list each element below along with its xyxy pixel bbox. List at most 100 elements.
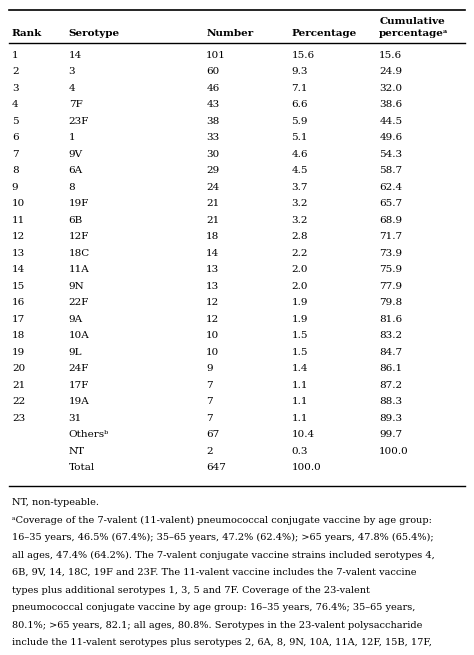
- Text: 84.7: 84.7: [379, 348, 402, 357]
- Text: 15: 15: [12, 282, 25, 291]
- Text: 2.0: 2.0: [292, 265, 308, 274]
- Text: 86.1: 86.1: [379, 364, 402, 373]
- Text: 6B: 6B: [69, 216, 83, 225]
- Text: 54.3: 54.3: [379, 150, 402, 159]
- Text: Percentage: Percentage: [292, 29, 357, 39]
- Text: 9A: 9A: [69, 315, 83, 324]
- Text: 101: 101: [206, 51, 226, 60]
- Text: 87.2: 87.2: [379, 381, 402, 390]
- Text: 17F: 17F: [69, 381, 89, 390]
- Text: 99.7: 99.7: [379, 430, 402, 440]
- Text: 44.5: 44.5: [379, 117, 402, 126]
- Text: 9L: 9L: [69, 348, 82, 357]
- Text: 100.0: 100.0: [292, 463, 321, 472]
- Text: 12F: 12F: [69, 233, 89, 242]
- Text: 9V: 9V: [69, 150, 83, 159]
- Text: 17: 17: [12, 315, 25, 324]
- Text: 2.2: 2.2: [292, 249, 308, 258]
- Text: 12: 12: [206, 299, 219, 307]
- Text: 60: 60: [206, 67, 219, 77]
- Text: 13: 13: [12, 249, 25, 258]
- Text: 18C: 18C: [69, 249, 90, 258]
- Text: 33: 33: [206, 134, 219, 142]
- Text: 1.1: 1.1: [292, 414, 308, 423]
- Text: 22F: 22F: [69, 299, 89, 307]
- Text: 9: 9: [12, 183, 18, 192]
- Text: 2.0: 2.0: [292, 282, 308, 291]
- Text: 7: 7: [206, 398, 213, 406]
- Text: 24: 24: [206, 183, 219, 192]
- Text: 5.9: 5.9: [292, 117, 308, 126]
- Text: 7: 7: [206, 414, 213, 423]
- Text: 3.2: 3.2: [292, 199, 308, 208]
- Text: 8: 8: [69, 183, 75, 192]
- Text: 38.6: 38.6: [379, 100, 402, 109]
- Text: 80.1%; >65 years, 82.1; all ages, 80.8%. Serotypes in the 23-valent polysacchari: 80.1%; >65 years, 82.1; all ages, 80.8%.…: [12, 620, 422, 629]
- Text: 1.4: 1.4: [292, 364, 308, 373]
- Text: Othersᵇ: Othersᵇ: [69, 430, 109, 440]
- Text: 67: 67: [206, 430, 219, 440]
- Text: 5.1: 5.1: [292, 134, 308, 142]
- Text: 4.5: 4.5: [292, 166, 308, 176]
- Text: 1: 1: [69, 134, 75, 142]
- Text: 647: 647: [206, 463, 226, 472]
- Text: 19F: 19F: [69, 199, 89, 208]
- Text: 43: 43: [206, 100, 219, 109]
- Text: 1.1: 1.1: [292, 381, 308, 390]
- Text: 22: 22: [12, 398, 25, 406]
- Text: 6B, 9V, 14, 18C, 19F and 23F. The 11-valent vaccine includes the 7-valent vaccin: 6B, 9V, 14, 18C, 19F and 23F. The 11-val…: [12, 568, 416, 577]
- Text: 10A: 10A: [69, 331, 90, 341]
- Text: 16–35 years, 46.5% (67.4%); 35–65 years, 47.2% (62.4%); >65 years, 47.8% (65.4%): 16–35 years, 46.5% (67.4%); 35–65 years,…: [12, 533, 434, 542]
- Text: NT: NT: [69, 447, 85, 456]
- Text: 83.2: 83.2: [379, 331, 402, 341]
- Text: 9.3: 9.3: [292, 67, 308, 77]
- Text: 13: 13: [206, 265, 219, 274]
- Text: 15.6: 15.6: [379, 51, 402, 60]
- Text: 19A: 19A: [69, 398, 90, 406]
- Text: 12: 12: [12, 233, 25, 242]
- Text: 75.9: 75.9: [379, 265, 402, 274]
- Text: 10.4: 10.4: [292, 430, 315, 440]
- Text: 23: 23: [12, 414, 25, 423]
- Text: 14: 14: [12, 265, 25, 274]
- Text: 21: 21: [206, 199, 219, 208]
- Text: NT, non-typeable.: NT, non-typeable.: [12, 498, 99, 507]
- Text: 9N: 9N: [69, 282, 84, 291]
- Text: 14: 14: [206, 249, 219, 258]
- Text: 6.6: 6.6: [292, 100, 308, 109]
- Text: 31: 31: [69, 414, 82, 423]
- Text: 6A: 6A: [69, 166, 83, 176]
- Text: 12: 12: [206, 315, 219, 324]
- Text: 89.3: 89.3: [379, 414, 402, 423]
- Text: ᵃCoverage of the 7-valent (11-valent) pneumococcal conjugate vaccine by age grou: ᵃCoverage of the 7-valent (11-valent) pn…: [12, 515, 432, 525]
- Text: 24.9: 24.9: [379, 67, 402, 77]
- Text: 16: 16: [12, 299, 25, 307]
- Text: 10: 10: [12, 199, 25, 208]
- Text: 2.8: 2.8: [292, 233, 308, 242]
- Text: 9: 9: [206, 364, 213, 373]
- Text: 81.6: 81.6: [379, 315, 402, 324]
- Text: 7F: 7F: [69, 100, 82, 109]
- Text: 49.6: 49.6: [379, 134, 402, 142]
- Text: 29: 29: [206, 166, 219, 176]
- Text: 3.7: 3.7: [292, 183, 308, 192]
- Text: 58.7: 58.7: [379, 166, 402, 176]
- Text: percentageᵃ: percentageᵃ: [379, 29, 449, 39]
- Text: 6: 6: [12, 134, 18, 142]
- Text: 65.7: 65.7: [379, 199, 402, 208]
- Text: 23F: 23F: [69, 117, 89, 126]
- Text: 3.2: 3.2: [292, 216, 308, 225]
- Text: pneumococcal conjugate vaccine by age group: 16–35 years, 76.4%; 35–65 years,: pneumococcal conjugate vaccine by age gr…: [12, 603, 415, 612]
- Text: 1.9: 1.9: [292, 299, 308, 307]
- Text: 3: 3: [12, 84, 18, 93]
- Text: include the 11-valent serotypes plus serotypes 2, 6A, 8, 9N, 10A, 11A, 12F, 15B,: include the 11-valent serotypes plus ser…: [12, 638, 432, 647]
- Text: 20: 20: [12, 364, 25, 373]
- Text: 1.9: 1.9: [292, 315, 308, 324]
- Text: 15.6: 15.6: [292, 51, 315, 60]
- Text: 21: 21: [206, 216, 219, 225]
- Text: 62.4: 62.4: [379, 183, 402, 192]
- Text: 73.9: 73.9: [379, 249, 402, 258]
- Text: 88.3: 88.3: [379, 398, 402, 406]
- Text: 14: 14: [69, 51, 82, 60]
- Text: 79.8: 79.8: [379, 299, 402, 307]
